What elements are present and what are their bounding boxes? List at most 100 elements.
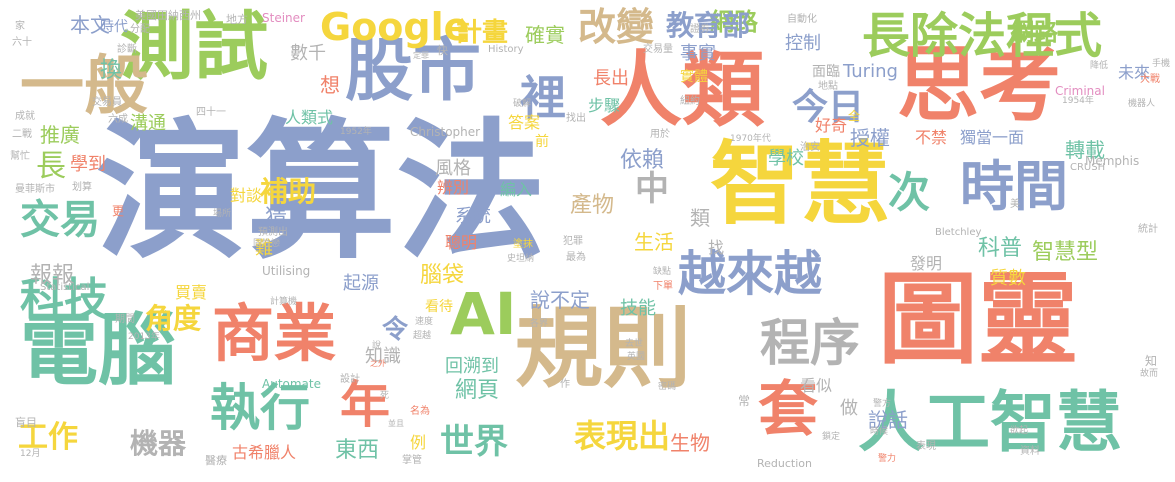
word-89: 控制 — [785, 33, 821, 54]
word-148: 期間 — [115, 314, 135, 325]
word-147: 幫忙 — [10, 151, 30, 162]
word-69: 不禁 — [915, 128, 948, 147]
word-12: 長除法程式 — [862, 8, 1103, 64]
word-136: 用於 — [650, 129, 670, 140]
word-14: AI — [450, 280, 517, 348]
word-141: 史坦納 — [507, 254, 535, 264]
word-88: 確實 — [525, 23, 565, 47]
word-44: 長 — [36, 149, 66, 184]
word-142: 最為 — [566, 252, 586, 263]
word-51: 起源 — [343, 273, 379, 294]
word-77: 產物 — [570, 193, 615, 218]
word-49: 難 — [255, 238, 273, 259]
word-151: 超越 — [413, 331, 432, 341]
word-0: 演算法 — [96, 106, 547, 280]
word-168: 降低 — [1090, 61, 1109, 71]
word-149: 計算機 — [270, 297, 298, 307]
word-129: 自動化 — [787, 14, 817, 25]
word-114: 診斷 — [117, 44, 137, 55]
word-38: 網路 — [1010, 18, 1058, 46]
word-29: 表現出 — [574, 417, 671, 455]
word-41: 換 — [100, 58, 123, 83]
word-48: 對談 — [230, 186, 263, 205]
word-68: 轉載 — [1065, 138, 1105, 162]
word-93: 數千 — [290, 43, 326, 64]
word-19: 套 — [758, 375, 818, 445]
word-171: 家 — [15, 21, 25, 32]
word-16: 程序 — [760, 314, 860, 372]
word-183: 說 — [372, 341, 382, 351]
word-128: 分配 — [130, 24, 150, 35]
word-62: 說話 — [868, 408, 908, 432]
word-173: 美 — [1010, 199, 1020, 210]
word-115: 六成 — [108, 114, 128, 125]
word-109: CRUSH — [1070, 162, 1106, 173]
word-31: 機器 — [130, 427, 187, 460]
word-53: 說不定 — [530, 288, 590, 312]
word-6: 電腦 — [20, 306, 177, 396]
word-17: 執行 — [210, 379, 310, 437]
word-84: 前 — [535, 134, 549, 150]
word-163: 時候 — [870, 427, 889, 437]
word-4: 思考 — [897, 38, 1062, 133]
word-50: 買賣 — [175, 283, 208, 302]
word-162: 警力 — [878, 454, 897, 464]
word-105: Reduction — [757, 457, 812, 470]
word-86: 長出 — [593, 68, 629, 89]
word-150: 速度 — [415, 317, 434, 327]
word-167: 大戰 — [1140, 74, 1160, 85]
word-179: 更 — [112, 204, 125, 218]
word-26: 交易 — [20, 197, 100, 243]
word-103: Statistical — [40, 282, 90, 293]
word-159: 警方 — [873, 399, 892, 409]
word-55: 知識 — [365, 346, 401, 367]
word-7: 人工智慧 — [858, 384, 1122, 461]
word-120: 1970年代 — [730, 134, 771, 144]
word-121: 1954年 — [1062, 96, 1094, 106]
word-65: 智慧型 — [1032, 240, 1099, 265]
word-111: 美國田納西州 — [135, 9, 201, 22]
word-80: 編入 — [500, 180, 533, 199]
word-132: 紐約 — [680, 96, 700, 107]
word-106: History — [488, 44, 524, 55]
word-28: 世界 — [440, 422, 508, 462]
word-37: 計畫 — [456, 18, 509, 48]
word-98: 例 — [410, 433, 427, 452]
word-178: 場所 — [213, 209, 232, 219]
word-180: 快 — [437, 44, 448, 57]
word-165: 知 — [1145, 354, 1158, 368]
word-83: 答案 — [508, 113, 541, 132]
word-60: 生物 — [670, 431, 710, 455]
word-63: 做 — [840, 398, 858, 419]
word-158: 常 — [738, 394, 751, 408]
word-13: 時間 — [960, 155, 1068, 218]
word-100: Christopher — [410, 125, 481, 139]
word-2: 智慧 — [710, 132, 890, 237]
word-75: 類 — [690, 206, 710, 230]
word-102: Utilising — [262, 264, 311, 278]
word-46: 報報 — [30, 263, 75, 288]
word-1: 圖靈 — [878, 261, 1078, 378]
word-15: 越來越 — [678, 246, 823, 302]
word-107: Steiner — [262, 11, 305, 25]
word-24: 次 — [888, 168, 931, 217]
word-61: 看似 — [800, 376, 833, 395]
word-58: 東西 — [335, 438, 380, 463]
word-8: 測試 — [120, 4, 268, 90]
word-119: 1952年 — [340, 127, 372, 137]
word-138: 破解 — [513, 99, 532, 109]
word-164: 統計 — [1138, 224, 1158, 235]
word-172: 六十 — [12, 37, 32, 48]
word-78: 系統 — [455, 206, 491, 227]
word-97: 找 — [708, 238, 725, 257]
word-25: 中 — [635, 169, 669, 209]
word-175: 鎖定 — [822, 432, 841, 442]
word-108: Criminal — [1055, 84, 1105, 98]
word-140: 塗抹 — [513, 239, 533, 250]
word-81: 風格 — [435, 158, 471, 179]
word-11: 商業 — [212, 297, 337, 370]
word-57: 網頁 — [455, 378, 500, 403]
word-116: 四十一 — [196, 107, 226, 118]
word-104: Memphis — [1085, 154, 1140, 168]
